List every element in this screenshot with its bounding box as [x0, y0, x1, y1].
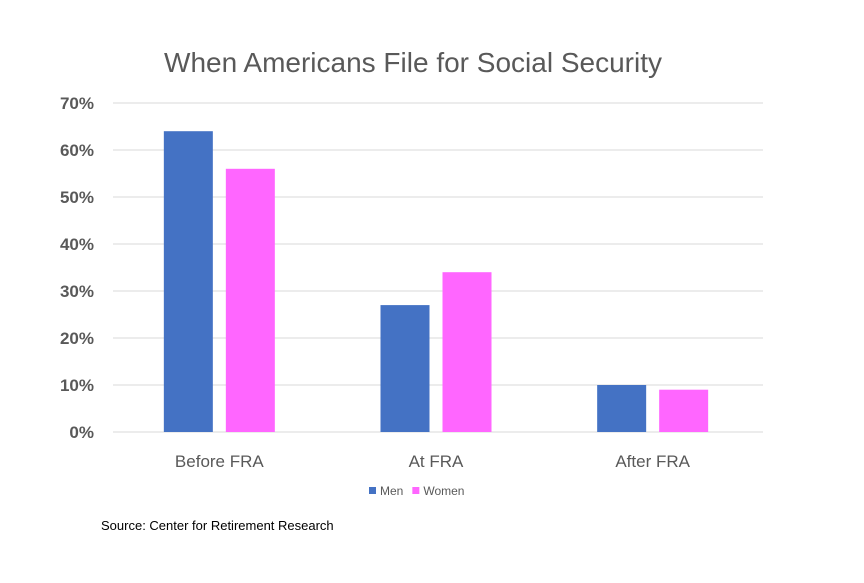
bar-women-2: [659, 389, 709, 432]
bar-men-2: [597, 385, 647, 432]
legend-swatch-men: [369, 487, 376, 494]
bar-women-0: [225, 168, 275, 433]
y-tick-label: 0%: [69, 423, 94, 442]
y-tick-label: 40%: [60, 235, 94, 254]
y-tick-label: 30%: [60, 282, 94, 301]
bar-men-1: [380, 305, 430, 432]
y-tick-label: 50%: [60, 188, 94, 207]
x-tick-label: At FRA: [409, 452, 464, 471]
legend: Men Women: [369, 484, 464, 498]
y-tick-label: 60%: [60, 141, 94, 160]
y-tick-label: 10%: [60, 376, 94, 395]
y-tick-label: 70%: [60, 94, 94, 113]
bar-women-1: [442, 272, 492, 432]
y-axis-ticks: 0% 10% 20% 30% 40% 50% 60% 70%: [60, 94, 94, 442]
legend-label-women: Women: [423, 484, 464, 498]
bar-men-0: [163, 131, 213, 432]
x-tick-label: After FRA: [615, 452, 690, 471]
chart-title: When Americans File for Social Security: [164, 47, 662, 78]
legend-label-men: Men: [380, 484, 403, 498]
y-tick-label: 20%: [60, 329, 94, 348]
bars: [163, 131, 709, 433]
x-tick-label: Before FRA: [175, 452, 264, 471]
gridlines: [113, 102, 763, 433]
legend-swatch-women: [412, 487, 420, 494]
x-axis-ticks: Before FRA At FRA After FRA: [175, 452, 691, 471]
source-note: Source: Center for Retirement Research: [101, 518, 334, 533]
